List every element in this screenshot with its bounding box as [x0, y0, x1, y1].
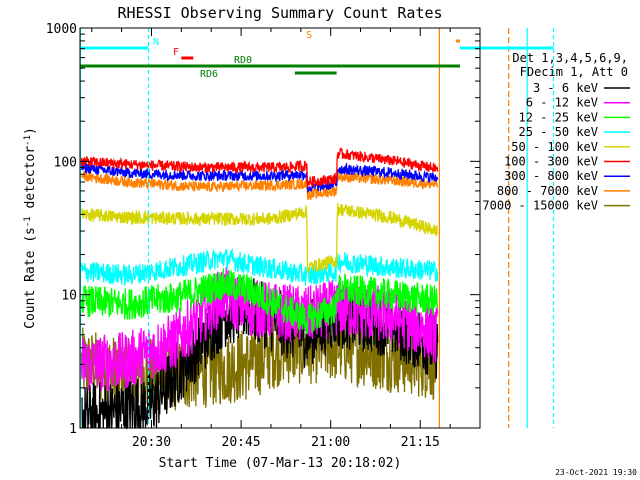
- legend-label: 300 - 800 keV: [504, 169, 598, 183]
- x-tick-label: 21:00: [311, 435, 350, 450]
- series-line-7: [80, 170, 439, 201]
- y-label-sup: -1: [23, 216, 33, 227]
- series-line-2: [80, 268, 439, 335]
- legend-header: Det 1,3,4,5,6,9,: [512, 51, 628, 65]
- flag-label: RD0: [234, 55, 252, 66]
- y-axis-label: Count Rate (s-1 detector-1): [23, 127, 38, 329]
- legend-label: 50 - 100 keV: [511, 140, 598, 154]
- legend-label: 7000 - 15000 keV: [482, 199, 598, 213]
- legend-label: 3 - 6 keV: [533, 81, 598, 95]
- legend-header: FDecim 1, Att 0: [520, 65, 628, 79]
- axis-ticks: 20:30 20:45 21:00 21:15 1 10 100 1000: [46, 22, 481, 450]
- legend-label: 12 - 25 keV: [519, 110, 598, 124]
- y-label-part: Count Rate (s: [23, 227, 38, 329]
- y-label-sup: -1: [23, 135, 33, 146]
- flag-label: RD6: [200, 69, 218, 80]
- y-label-part: detector: [23, 146, 38, 217]
- series-line-5: [80, 146, 439, 188]
- legend-label: 100 - 300 keV: [504, 155, 598, 169]
- plot-content: N F S RD0 RD6: [79, 28, 555, 431]
- x-tick-label: 20:30: [132, 435, 171, 450]
- timestamp: 23-Oct-2021 19:30: [555, 468, 637, 477]
- flag-label: N: [153, 37, 159, 48]
- flag-label: F: [173, 47, 179, 58]
- y-tick-label: 100: [54, 155, 77, 170]
- x-axis-label: Start Time (07-Mar-13 20:18:02): [159, 456, 402, 471]
- chart-title: RHESSI Observing Summary Count Rates: [117, 4, 442, 22]
- legend-label: 800 - 7000 keV: [497, 184, 598, 198]
- series-line-3: [80, 248, 439, 287]
- y-tick-label: 1: [69, 422, 77, 437]
- series-line-4: [80, 202, 439, 274]
- y-tick-label: 10: [61, 289, 77, 304]
- flag-label: S: [306, 30, 312, 41]
- x-tick-label: 20:45: [222, 435, 261, 450]
- legend: Det 1,3,4,5,6,9,FDecim 1, Att 0 3 - 6 keV…: [482, 51, 630, 213]
- series-line-1: [80, 267, 439, 392]
- legend-label: 25 - 50 keV: [519, 125, 598, 139]
- legend-label: 6 - 12 keV: [526, 96, 598, 110]
- y-tick-label: 1000: [46, 22, 77, 37]
- plot-frame: [79, 27, 481, 429]
- x-tick-label: 21:15: [401, 435, 440, 450]
- y-label-part: ): [23, 127, 38, 135]
